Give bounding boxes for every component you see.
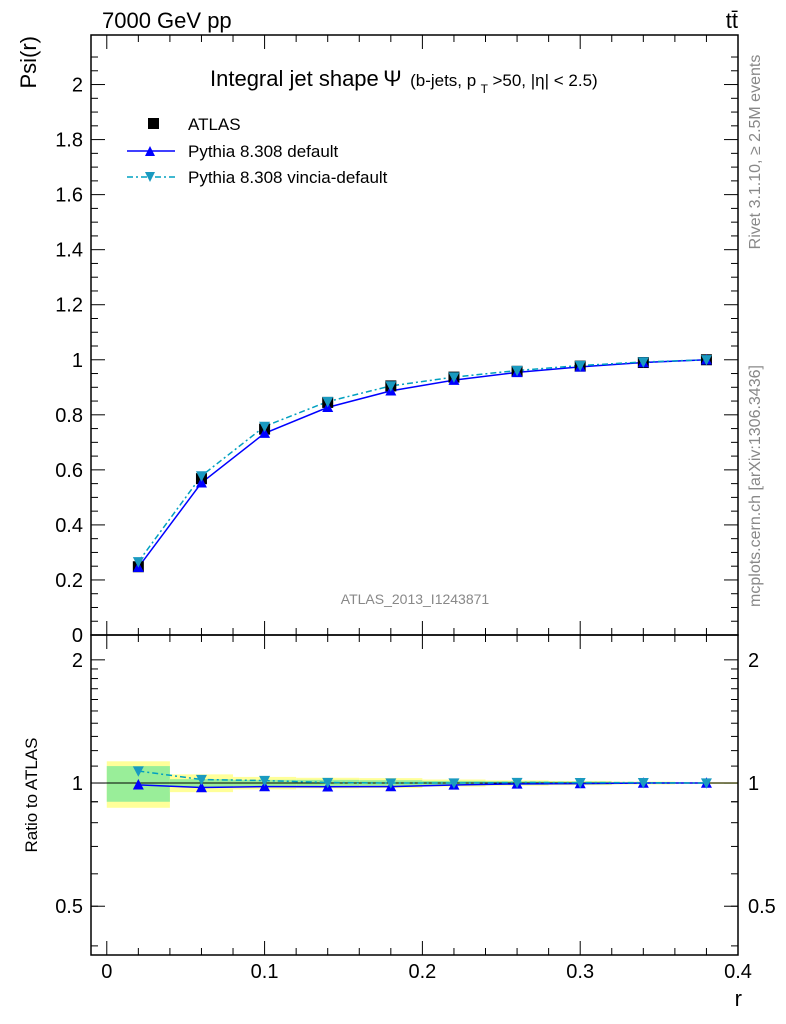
data-point-ratio <box>385 778 397 789</box>
x-axis-label: r <box>735 986 742 1011</box>
title-main: Integral jet shape <box>210 66 379 91</box>
data-point-main <box>700 355 712 366</box>
y-tick-label: 0.6 <box>55 460 83 482</box>
legend-marker-atlas <box>148 118 159 129</box>
data-point-main <box>259 421 271 433</box>
y-tick-label: 0.2 <box>55 570 83 592</box>
data-point-ratio <box>574 778 586 789</box>
legend-label-vincia: Pythia 8.308 vincia-default <box>188 168 388 187</box>
ratio-y-tick-label: 2 <box>72 650 83 672</box>
ratio-y-tick-label-right: 0.5 <box>748 896 776 918</box>
y-tick-label: 1.8 <box>55 130 83 152</box>
data-point-main <box>132 557 144 568</box>
series-line-main <box>137 359 707 568</box>
analysis-watermark: ATLAS_2013_I1243871 <box>341 591 490 607</box>
y-tick-label: 2 <box>72 75 83 97</box>
rivet-label: Rivet 3.1.10, ≥ 2.5M events <box>747 55 764 250</box>
series-line-ratio <box>138 782 707 789</box>
ratio-y-tick-label: 1 <box>72 773 83 795</box>
x-tick-label: 0.3 <box>566 961 594 983</box>
data-point-ratio <box>700 778 712 789</box>
legend-marker-default <box>145 146 155 156</box>
data-point-ratio <box>448 778 460 789</box>
chart-title: Integral jet shape Ψ (b-jets, p T >50, |… <box>210 66 598 97</box>
data-point-main <box>574 360 586 372</box>
data-point-ratio <box>322 777 334 789</box>
x-tick-label: 0.2 <box>408 961 436 983</box>
data-point-main <box>259 427 271 438</box>
y-tick-label: 0.8 <box>55 405 83 427</box>
legend-marker-vincia <box>145 172 155 182</box>
y-tick-label: 1 <box>72 350 83 372</box>
title-sub-post: >50, |η| < 2.5) <box>492 71 597 90</box>
title-sub-pre: (b-jets, p <box>410 71 476 90</box>
data-point-ratio <box>132 779 144 790</box>
data-point-main <box>511 365 523 377</box>
x-tick-label: 0 <box>101 961 112 983</box>
source-label: mcplots.cern.ch [arXiv:1306.3436] <box>747 365 764 607</box>
y-axis-label: Psi(r) <box>16 36 41 89</box>
data-point-main <box>448 372 460 383</box>
legend: ATLAS Pythia 8.308 default Pythia 8.308 … <box>127 115 388 187</box>
legend-label-default: Pythia 8.308 default <box>188 142 339 161</box>
legend-label-atlas: ATLAS <box>188 115 241 134</box>
ratio-y-tick-label: 0.5 <box>55 896 83 918</box>
ratio-y-tick-label-right: 1 <box>748 773 759 795</box>
y-tick-label: 0 <box>72 625 83 647</box>
data-point-ratio <box>195 781 207 793</box>
data-point-ratio <box>637 778 649 789</box>
data-point-main <box>195 477 207 488</box>
y-tick-label: 1.4 <box>55 240 83 262</box>
data-point-ratio <box>195 774 207 786</box>
energy-label: 7000 GeV pp <box>102 8 232 33</box>
process-label: tt̄ <box>726 8 738 33</box>
data-point-main <box>195 471 207 482</box>
y-tick-label: 1.2 <box>55 295 83 317</box>
x-tick-label: 0.4 <box>724 961 752 983</box>
x-tick-label: 0.1 <box>251 961 279 983</box>
series-line-main <box>137 359 707 563</box>
series-line-ratio <box>138 770 707 784</box>
data-point-main <box>637 357 649 368</box>
y-tick-label: 0.4 <box>55 515 83 537</box>
title-sub-sub: T <box>481 82 489 96</box>
data-point-ratio <box>132 766 144 777</box>
ratio-y-tick-label-right: 2 <box>748 650 759 672</box>
data-point-ratio <box>511 777 523 789</box>
data-point-main <box>385 381 397 392</box>
y-tick-label: 1.6 <box>55 185 83 207</box>
ratio-frame <box>90 634 739 956</box>
title-symbol: Ψ <box>383 66 401 91</box>
ratio-y-axis-label: Ratio to ATLAS <box>22 738 41 853</box>
data-point-main <box>322 396 334 408</box>
data-point-ratio <box>259 775 271 787</box>
